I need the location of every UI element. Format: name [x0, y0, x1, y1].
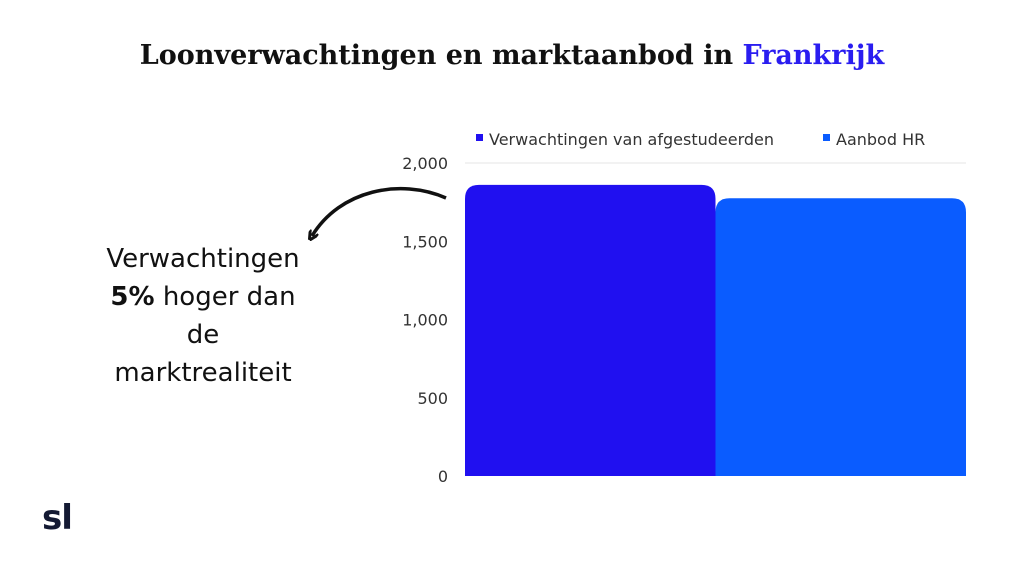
callout-line-1: Verwachtingen [106, 244, 300, 274]
brand-logo: sl [42, 498, 73, 538]
y-tick-label: 0 [438, 467, 448, 486]
y-tick-label: 1,500 [402, 232, 448, 251]
callout-line-2-text: hoger dan [154, 282, 296, 312]
y-tick-label: 1,000 [402, 311, 448, 330]
bar-series-2 [715, 198, 966, 476]
page-title: Loonverwachtingen en marktaanbod in Fran… [0, 40, 1024, 71]
callout-percentage: 5% [110, 282, 155, 312]
callout-line-2: 5% hoger dan [78, 278, 328, 316]
legend-swatch [476, 134, 483, 141]
legend-label: Aanbod HR [836, 130, 925, 149]
callout-line-4: marktrealiteit [114, 358, 292, 388]
bar-series-1 [465, 184, 716, 476]
chart-bars [465, 184, 966, 476]
title-main: Loonverwachtingen en marktaanbod in [139, 40, 734, 71]
callout-arrow [312, 186, 447, 236]
y-tick-label: 500 [417, 389, 448, 408]
legend-swatch [823, 134, 830, 141]
y-axis: 0 500 1,000 1,500 2,000 [402, 154, 448, 486]
callout-text: Verwachtingen 5% hoger dan de marktreali… [78, 240, 328, 392]
callout-line-3: de [186, 320, 220, 350]
chart-legend: Verwachtingen van afgestudeerden Aanbod H… [476, 130, 925, 149]
legend-label: Verwachtingen van afgestudeerden [489, 130, 774, 149]
title-highlight: Frankrijk [742, 40, 885, 71]
y-tick-label: 2,000 [402, 154, 448, 173]
